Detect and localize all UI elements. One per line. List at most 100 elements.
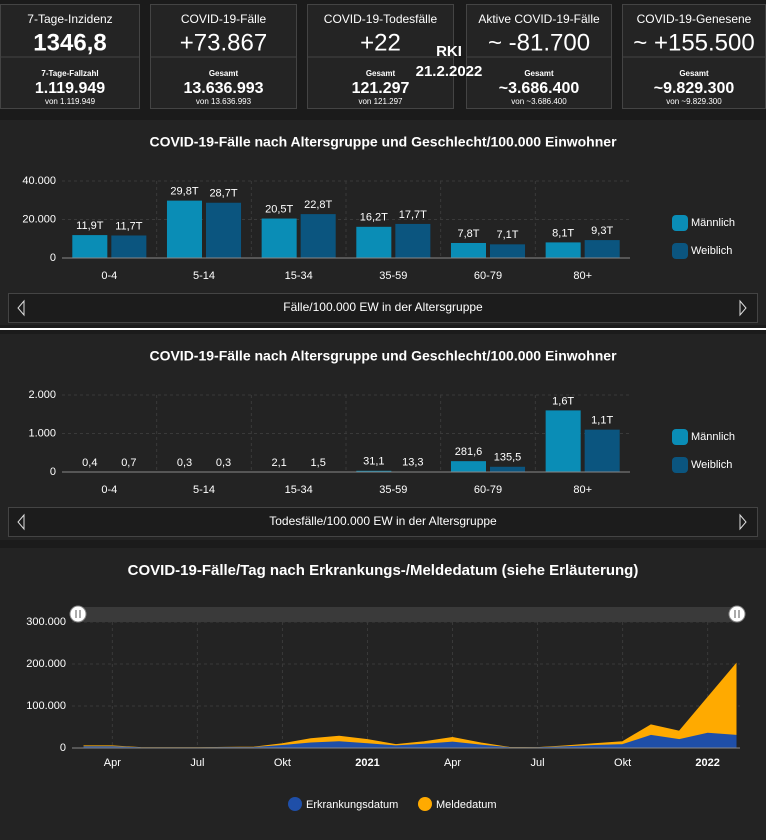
value-label: 0,3 — [177, 457, 192, 469]
slider-handle[interactable] — [728, 605, 746, 623]
value-label: 22,8T — [304, 199, 332, 211]
x-tick-label: 60-79 — [474, 484, 502, 496]
prev-button[interactable] — [17, 513, 25, 531]
value-label: 20,5T — [265, 203, 293, 215]
card-sub-note: von 13.636.993 — [196, 97, 252, 106]
y-tick-label: 100.000 — [26, 700, 66, 712]
x-axis-title: Fälle/100.000 EW in der Altersgruppe — [283, 300, 483, 314]
bar — [490, 244, 526, 258]
x-tick-label: 5-14 — [193, 270, 215, 282]
x-tick-label: 2022 — [695, 757, 719, 769]
x-tick-label: Okt — [614, 757, 631, 769]
bar — [300, 214, 336, 258]
slider-grip — [75, 610, 81, 618]
legend-swatch[interactable] — [672, 429, 688, 445]
value-label: 0,4 — [82, 457, 97, 469]
x-tick-label: 35-59 — [379, 270, 407, 282]
card-title: COVID-19-Fälle — [181, 12, 267, 26]
legend-swatch[interactable] — [288, 797, 302, 811]
legend-label[interactable]: Männlich — [691, 431, 735, 443]
card-sub-label: Gesamt — [209, 69, 239, 78]
value-label: 8,1T — [552, 227, 574, 239]
y-tick-label: 0 — [60, 742, 66, 754]
x-tick-label: Apr — [104, 757, 121, 769]
next-button[interactable] — [739, 513, 747, 531]
card-sub-value: 13.636.993 — [183, 80, 263, 97]
card-sub-label: 7-Tage-Fallzahl — [41, 69, 98, 78]
legend-label[interactable]: Weiblich — [691, 245, 732, 257]
card-title: COVID-19-Todesfälle — [324, 12, 438, 26]
x-tick-label: Jul — [531, 757, 545, 769]
value-label: 16,2T — [360, 212, 388, 224]
next-button[interactable] — [739, 299, 747, 317]
x-tick-label: Okt — [274, 757, 291, 769]
x-tick-label: 80+ — [573, 270, 592, 282]
value-label: 17,7T — [399, 209, 427, 221]
card-title: 7-Tage-Inzidenz — [27, 12, 112, 26]
legend-swatch[interactable] — [672, 457, 688, 473]
value-label: 281,6 — [455, 446, 483, 458]
legend-label[interactable]: Meldedatum — [436, 799, 497, 811]
legend-label[interactable]: Weiblich — [691, 459, 732, 471]
value-label: 28,7T — [209, 188, 237, 200]
y-tick-label: 40.000 — [22, 175, 56, 187]
value-label: 11,9T — [76, 220, 104, 232]
card-sub-note: von 1.119.949 — [45, 97, 96, 106]
chart-title: COVID-19-Fälle nach Altersgruppe und Ges… — [149, 348, 617, 364]
x-tick-label: 2021 — [355, 757, 379, 769]
card-title: Aktive COVID-19-Fälle — [478, 12, 600, 26]
card-value: +73.867 — [180, 29, 267, 56]
card-value: +22 — [360, 29, 401, 56]
footer-bar — [8, 507, 758, 537]
card-sub-value: ~9.829.300 — [654, 80, 735, 97]
bar — [450, 242, 486, 258]
legend-swatch[interactable] — [418, 797, 432, 811]
bar — [356, 226, 392, 258]
chart-panel — [0, 334, 766, 540]
bar — [166, 200, 202, 258]
legend-label[interactable]: Erkrankungsdatum — [306, 799, 398, 811]
y-tick-label: 200.000 — [26, 658, 66, 670]
slider-handle[interactable] — [69, 605, 87, 623]
bar — [111, 235, 147, 258]
value-label: 135,5 — [494, 452, 522, 464]
x-axis-title: Todesfälle/100.000 EW in der Altersgrupp… — [269, 514, 497, 528]
slider-grip — [734, 610, 740, 618]
legend-swatch[interactable] — [672, 215, 688, 231]
bar — [545, 410, 581, 472]
value-label: 29,8T — [170, 186, 198, 198]
value-label: 13,3 — [402, 456, 423, 468]
bar — [545, 242, 581, 258]
y-tick-label: 0 — [50, 466, 56, 478]
bar — [490, 466, 526, 472]
x-tick-label: 80+ — [573, 484, 592, 496]
x-tick-label: 35-59 — [379, 484, 407, 496]
card-title: COVID-19-Genesene — [637, 12, 752, 26]
value-label: 11,7T — [115, 220, 143, 232]
x-tick-label: 5-14 — [193, 484, 215, 496]
value-label: 1,6T — [552, 395, 574, 407]
y-tick-label: 20.000 — [22, 213, 56, 225]
card-value: 1346,8 — [33, 29, 106, 56]
x-tick-label: 15-34 — [285, 484, 313, 496]
x-tick-label: 60-79 — [474, 270, 502, 282]
card-sub-label: Gesamt — [366, 69, 396, 78]
x-tick-label: 15-34 — [285, 270, 313, 282]
legend-label[interactable]: Männlich — [691, 217, 735, 229]
value-label: 1,5 — [311, 457, 326, 469]
card-value: ~ -81.700 — [488, 29, 590, 56]
legend-swatch[interactable] — [672, 243, 688, 259]
bar — [450, 461, 486, 472]
chart-panel — [0, 120, 766, 325]
y-tick-label: 1.000 — [28, 427, 56, 439]
card-value: ~ +155.500 — [633, 29, 754, 56]
bar — [395, 223, 431, 258]
x-tick-label: 0-4 — [101, 484, 117, 496]
prev-button[interactable] — [17, 299, 25, 317]
bar — [584, 429, 620, 472]
range-slider[interactable] — [78, 607, 738, 622]
card-sub-value: 121.297 — [352, 80, 410, 97]
card-sub-label: Gesamt — [679, 69, 709, 78]
